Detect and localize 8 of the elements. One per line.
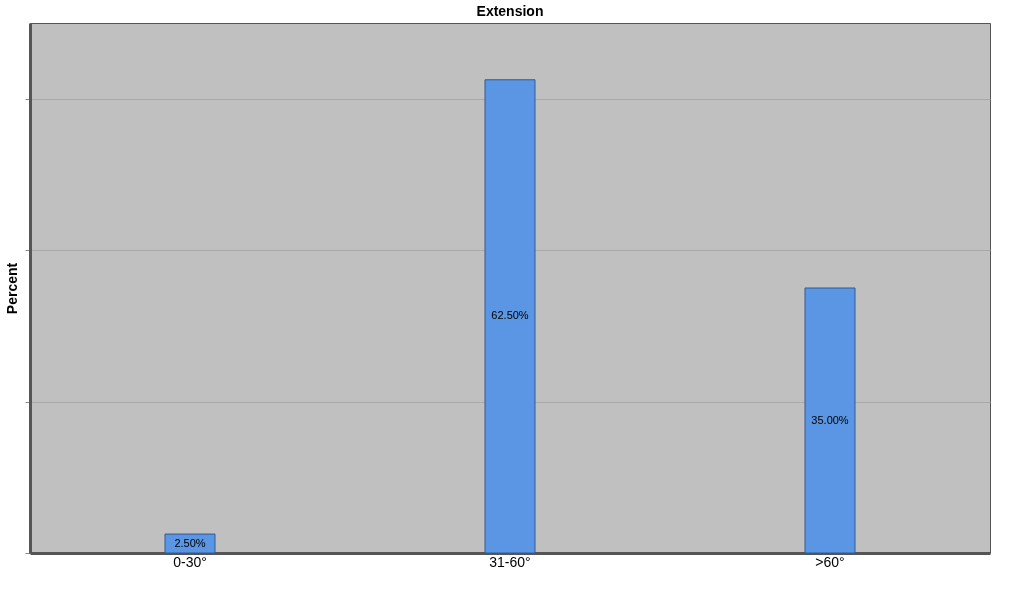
data-label: 62.50% xyxy=(491,309,529,322)
chart-title: Extension xyxy=(476,3,544,19)
x-tick-label: 0-30° xyxy=(173,553,207,570)
x-tick-label: 31-60° xyxy=(489,553,531,570)
data-label: 35.00% xyxy=(811,413,849,426)
y-axis-title: Percent xyxy=(3,262,20,315)
x-tick-label: >60° xyxy=(815,553,845,570)
data-label: 2.50% xyxy=(174,536,206,549)
